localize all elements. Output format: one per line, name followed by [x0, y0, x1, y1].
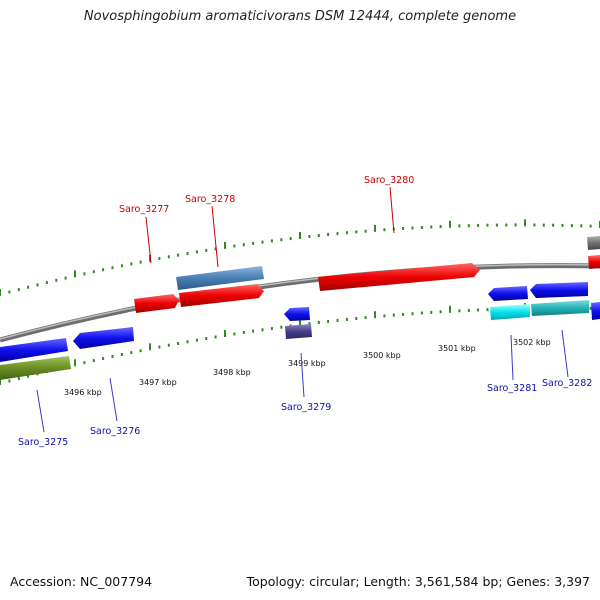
gene-saro-3277[interactable] [134, 294, 179, 313]
leader-saro-3276 [109, 377, 118, 422]
gene-label-saro-3276[interactable]: Saro_3276 [90, 426, 140, 437]
leader-saro-3277 [145, 216, 152, 264]
gene-label-saro-3277[interactable]: Saro_3277 [119, 204, 169, 215]
leader-saro-3282 [561, 329, 569, 378]
scale-label: 3496 kbp [64, 388, 102, 397]
scale-label: 3502 kbp [513, 338, 551, 347]
gene-saro-3279[interactable] [284, 307, 310, 321]
scale-label: 3500 kbp [363, 351, 401, 360]
gene-right-edge-reverse[interactable] [591, 302, 600, 320]
gene-saro-3282[interactable] [530, 282, 588, 298]
scale-label: 3499 kbp [288, 359, 326, 368]
gene-saro-3275-feature[interactable] [0, 356, 71, 380]
gene-saro-3281[interactable] [488, 286, 528, 301]
gene-label-saro-3282[interactable]: Saro_3282 [542, 378, 592, 389]
genome-backbone [0, 263, 600, 343]
accession-text: Accession: NC_007794 [10, 574, 153, 589]
gene-saro-3279-feature[interactable] [285, 324, 312, 339]
scale-label: 3497 kbp [139, 378, 177, 387]
leader-saro-3280 [389, 186, 395, 234]
leader-saro-3279 [300, 352, 305, 398]
gene-saro-3278[interactable] [179, 284, 264, 307]
gene-label-saro-3281[interactable]: Saro_3281 [487, 383, 537, 394]
gene-right-edge-feature[interactable] [587, 236, 600, 250]
leader-saro-3281 [510, 334, 514, 381]
gene-right-edge-forward[interactable] [588, 255, 600, 269]
gene-label-saro-3280[interactable]: Saro_3280 [364, 175, 414, 186]
gene-saro-3276[interactable] [73, 327, 134, 349]
genome-backbone-highlight [0, 263, 600, 340]
scale-label: 3498 kbp [213, 368, 251, 377]
gene-saro-3282-feature[interactable] [531, 300, 589, 316]
leader-saro-3278 [211, 205, 219, 268]
map-title: Novosphingobium aromaticivorans DSM 1244… [83, 9, 517, 24]
gene-saro-3281-feature[interactable] [490, 304, 530, 320]
scale-label: 3501 kbp [438, 344, 476, 353]
gene-label-saro-3278[interactable]: Saro_3278 [185, 194, 235, 205]
gene-label-saro-3275[interactable]: Saro_3275 [18, 437, 68, 448]
gene-label-saro-3279[interactable]: Saro_3279 [281, 402, 331, 413]
gene-saro-3280[interactable] [318, 263, 480, 291]
outer-tick-ring [0, 219, 600, 296]
gene-saro-3278-feature[interactable] [176, 266, 264, 290]
leader-saro-3275 [36, 389, 45, 433]
genome-summary-text: Topology: circular; Length: 3,561,584 bp… [246, 574, 590, 589]
gene-saro-3275[interactable] [0, 338, 68, 362]
